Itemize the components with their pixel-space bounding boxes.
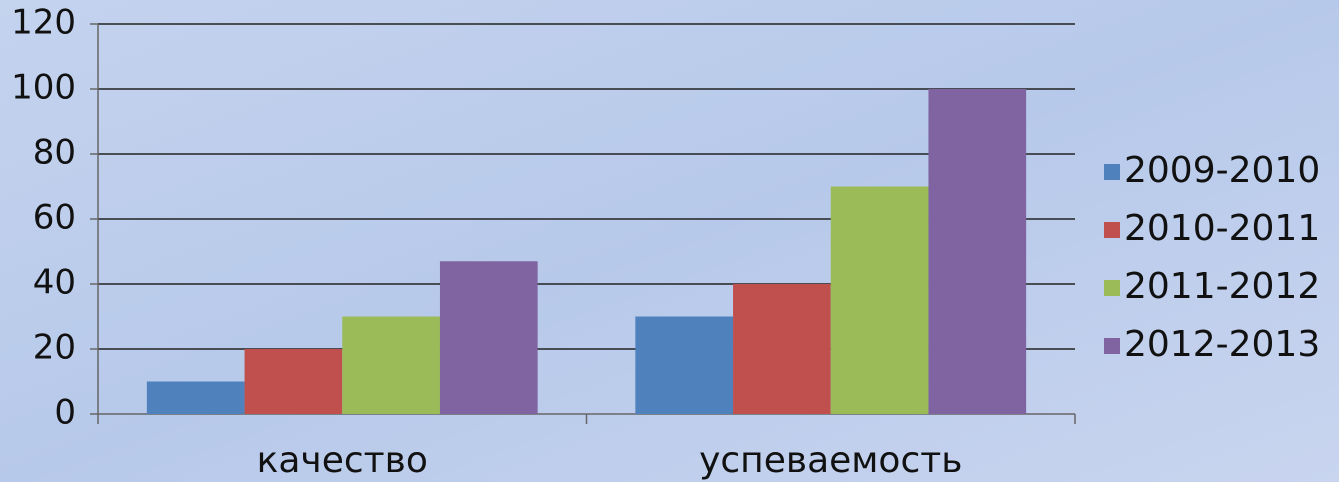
bar <box>439 261 538 414</box>
bar <box>733 284 831 414</box>
y-tick-label: 40 <box>33 263 76 303</box>
legend-swatch <box>1104 338 1120 354</box>
y-tick-label: 60 <box>33 198 76 238</box>
y-tick-label: 100 <box>11 68 76 108</box>
y-tick-label: 0 <box>54 393 76 433</box>
legend-swatch <box>1104 164 1120 180</box>
bar <box>342 316 440 414</box>
legend-label: 2010-2011 <box>1124 208 1320 249</box>
y-tick-label: 120 <box>11 3 76 43</box>
legend-swatch <box>1104 280 1120 296</box>
bar <box>244 349 343 414</box>
y-tick-label: 20 <box>33 328 76 368</box>
bar <box>146 381 245 414</box>
legend-label: 2011-2012 <box>1124 266 1320 307</box>
legend-label: 2009-2010 <box>1124 150 1320 191</box>
x-tick-label: успеваемость <box>699 440 962 481</box>
bar <box>635 316 734 414</box>
legend-label: 2012-2013 <box>1124 324 1320 365</box>
x-tick-label: качество <box>257 440 428 481</box>
bar <box>830 186 929 414</box>
y-tick-label: 80 <box>33 133 76 173</box>
legend-swatch <box>1104 222 1120 238</box>
bar <box>928 89 1027 414</box>
